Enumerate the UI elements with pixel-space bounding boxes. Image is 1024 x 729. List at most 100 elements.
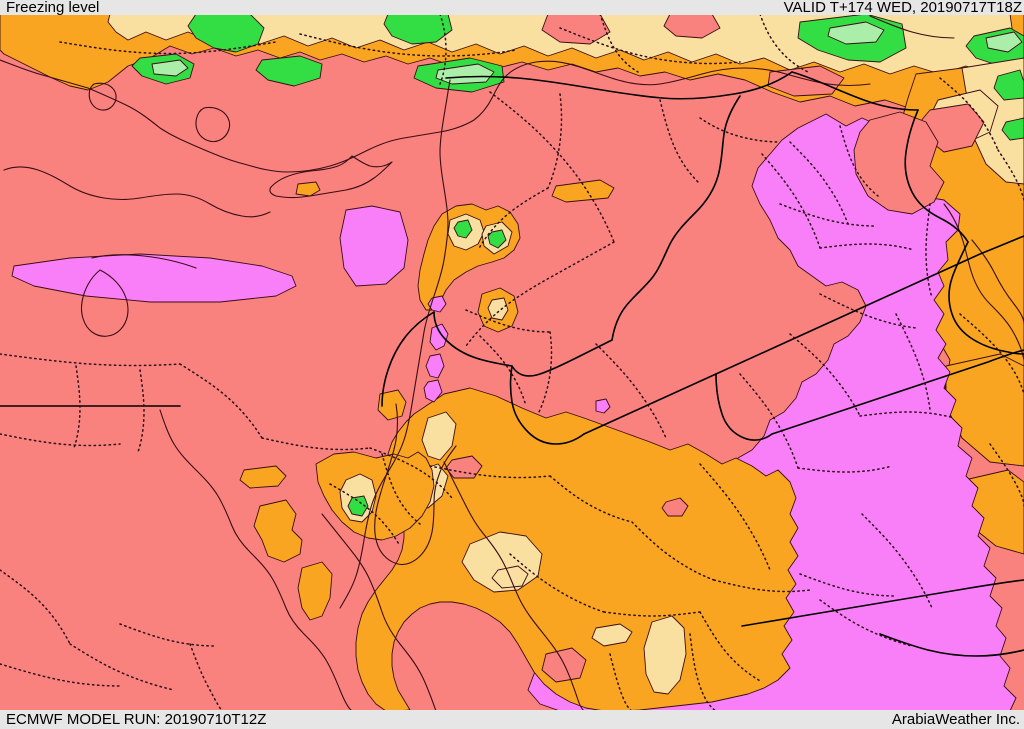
province-saudi-1 xyxy=(429,465,551,479)
province-turkey-4 xyxy=(599,14,639,73)
border-jordan-saudi xyxy=(509,365,585,445)
valid-time-label: VALID T+174 WED, 20190717T18Z xyxy=(783,0,1022,16)
band-lowest-mediterranean xyxy=(11,253,297,303)
band-high-zagros-2 xyxy=(1001,117,1024,141)
border-saudi-southeast xyxy=(741,579,1024,627)
border-syria-iraq xyxy=(611,95,741,341)
province-iraq-4 xyxy=(819,243,915,251)
iraq-lowest-band xyxy=(527,111,1017,711)
province-syria-2 xyxy=(465,241,615,347)
saudi-salmon-hole-2 xyxy=(661,497,689,517)
coastline-sinai xyxy=(374,403,457,566)
provider-label: ArabiaWeather Inc. xyxy=(891,711,1020,728)
province-turkey-6 xyxy=(439,14,447,85)
province-turkey-2 xyxy=(299,33,517,57)
province-egypt-1 xyxy=(0,353,181,367)
orange-dot-cyprus xyxy=(295,181,321,197)
province-egypt-11 xyxy=(119,623,217,647)
province-iraq-10 xyxy=(739,373,799,469)
province-south-1 xyxy=(0,663,121,687)
footer-bar: ECMWF MODEL RUN: 20190710T12Z ArabiaWeat… xyxy=(0,710,1024,729)
levant-mountain-bands xyxy=(295,179,615,333)
band-lowest-levantine-patch xyxy=(339,205,409,287)
province-iraq-1 xyxy=(839,125,879,197)
province-iran-3 xyxy=(959,313,1024,395)
band-high-patch-5 xyxy=(255,55,323,87)
province-sinai-1 xyxy=(329,483,401,547)
orange-blob-egypt-1 xyxy=(239,465,287,489)
border-jordan-israel xyxy=(433,311,513,367)
coastline-turkey-south xyxy=(0,59,871,173)
band-midhigh-saudi-4 xyxy=(643,615,687,695)
band-midhigh-saudi-1 xyxy=(421,411,457,461)
province-turkey-5 xyxy=(759,14,809,73)
band-high-lebanon-2 xyxy=(487,229,507,249)
province-jordan-3 xyxy=(537,331,553,415)
province-egypt-10 xyxy=(189,643,223,711)
coastline-peloponnese xyxy=(80,269,129,337)
band-high-patch-1 xyxy=(187,14,265,53)
orange-blob-egypt-2 xyxy=(253,499,303,563)
coastline-crete xyxy=(91,254,197,269)
magenta-dead-sea xyxy=(429,323,449,351)
band-highest-core-1 xyxy=(435,63,495,85)
valley-notch-2 xyxy=(663,14,721,39)
province-egypt-9 xyxy=(69,643,175,691)
border-iran-gulf xyxy=(948,241,1024,355)
province-iraq-6 xyxy=(925,203,933,299)
province-iran-4 xyxy=(989,443,1024,507)
orange-blob-redsea-1 xyxy=(297,561,333,621)
band-high-lebanon-1 xyxy=(453,219,473,239)
magenta-rift-3 xyxy=(423,379,443,403)
saudi-salmon-hole-1 xyxy=(445,455,483,479)
coastline-levant xyxy=(339,79,451,609)
page-title: Freezing level xyxy=(6,0,100,16)
border-saudi-iraq-long xyxy=(583,235,1024,435)
province-saudi-3 xyxy=(631,521,715,581)
band-midhigh-jordan xyxy=(487,297,509,321)
province-iran-1 xyxy=(939,77,999,151)
coastline-island-2 xyxy=(195,106,231,143)
coastline-top-right xyxy=(869,15,955,39)
coastline-redsea-east xyxy=(443,461,585,711)
province-saudi-4 xyxy=(713,579,811,593)
band-midhigh-saudi-5 xyxy=(591,623,633,647)
province-syria-3 xyxy=(547,93,563,189)
northern-highland-bands xyxy=(0,14,1024,111)
province-egypt-6 xyxy=(261,437,371,451)
province-iraq-5 xyxy=(779,203,877,227)
band-high-patch-2 xyxy=(383,14,453,45)
band-lowest-iraq xyxy=(527,113,1017,711)
freezing-level-contour-map xyxy=(0,14,1024,711)
border-kuwait-saudi xyxy=(771,349,1024,435)
model-run-label: ECMWF MODEL RUN: 20190710T12Z xyxy=(6,711,267,728)
province-jordan-1 xyxy=(465,309,551,333)
province-saudi-2 xyxy=(549,475,633,523)
province-iraq-7 xyxy=(819,293,917,329)
rift-valley-lowest-band xyxy=(423,295,611,414)
province-egypt-7 xyxy=(369,447,453,499)
province-iraq-11 xyxy=(797,465,893,473)
band-high-sinai-peak xyxy=(347,495,369,517)
province-iraq-3 xyxy=(761,153,821,249)
border-jordan-iraq-saudi xyxy=(511,339,613,377)
coastline-redsea-west xyxy=(321,513,437,711)
province-jordan-4 xyxy=(595,343,667,439)
coastline-nile xyxy=(159,409,353,711)
province-turkey-3 xyxy=(559,27,741,65)
orange-streak-syria xyxy=(551,179,615,203)
map-canvas[interactable] xyxy=(0,14,1024,711)
province-syria-5 xyxy=(477,187,549,251)
coastline-persian-gulf xyxy=(943,203,1024,361)
magenta-gulf-aqaba xyxy=(595,398,611,414)
province-iraq-15 xyxy=(799,573,897,597)
header-bar: Freezing level VALID T+174 WED, 20190717… xyxy=(0,0,1024,15)
province-iraq-8 xyxy=(789,333,861,417)
band-highest-core-3 xyxy=(827,21,885,45)
province-syria-4 xyxy=(659,99,699,183)
border-turkey-syria xyxy=(445,71,793,100)
province-saudi-9 xyxy=(609,653,633,711)
coastline-gulf-east xyxy=(971,239,1024,325)
province-egypt-5 xyxy=(0,433,121,447)
